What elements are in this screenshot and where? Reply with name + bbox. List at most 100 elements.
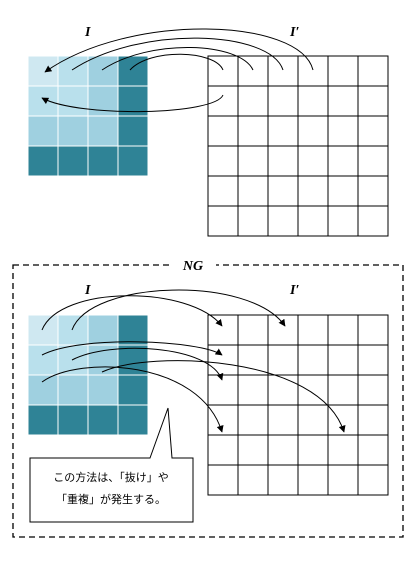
target-cell <box>207 85 239 117</box>
arrow-top-3 <box>101 47 254 71</box>
target-cell <box>207 205 239 237</box>
source-cell <box>27 314 59 346</box>
target-cell <box>237 404 269 436</box>
target-cell <box>327 85 359 117</box>
source-cell <box>27 344 59 376</box>
target-cell <box>357 404 389 436</box>
top-source-label: I <box>84 25 91 40</box>
target-cell <box>207 464 239 496</box>
target-cell <box>237 374 269 406</box>
target-cell <box>357 85 389 117</box>
target-cell <box>297 434 329 466</box>
target-cell <box>237 145 269 177</box>
source-cell <box>27 404 59 436</box>
top-diagram: I I′ <box>27 25 389 237</box>
source-cell <box>57 115 89 147</box>
target-cell <box>327 314 359 346</box>
bottom-source-label: I <box>84 283 91 298</box>
source-cell <box>87 374 119 406</box>
target-cell <box>327 434 359 466</box>
target-cell <box>237 344 269 376</box>
target-cell <box>267 115 299 147</box>
target-cell <box>297 314 329 346</box>
target-cell <box>327 175 359 207</box>
top-target-grid <box>207 55 389 237</box>
target-cell <box>207 344 239 376</box>
top-arrows <box>41 28 314 113</box>
target-cell <box>297 175 329 207</box>
target-cell <box>237 205 269 237</box>
target-cell <box>297 344 329 376</box>
target-cell <box>267 314 299 346</box>
arrow-top-2 <box>71 37 284 71</box>
target-cell <box>267 404 299 436</box>
source-cell <box>57 314 89 346</box>
arrow-bottom-6 <box>101 360 346 433</box>
source-cell <box>87 145 119 177</box>
target-cell <box>297 205 329 237</box>
target-cell <box>237 434 269 466</box>
target-cell <box>297 145 329 177</box>
target-cell <box>267 344 299 376</box>
source-cell <box>27 145 59 177</box>
target-cell <box>267 205 299 237</box>
source-cell <box>117 344 149 376</box>
source-cell <box>117 314 149 346</box>
target-cell <box>207 374 239 406</box>
target-cell <box>267 175 299 207</box>
arrow-top-1 <box>44 28 314 73</box>
target-cell <box>357 205 389 237</box>
source-cell <box>117 145 149 177</box>
top-source-grid <box>27 55 149 177</box>
arrow-bottom-3 <box>41 341 223 356</box>
target-cell <box>357 314 389 346</box>
source-cell <box>57 404 89 436</box>
ng-title-bg <box>170 254 216 274</box>
target-cell <box>357 344 389 376</box>
target-cell <box>357 145 389 177</box>
bottom-source-grid <box>27 314 149 436</box>
bottom-arrows <box>41 289 346 433</box>
target-cell <box>297 85 329 117</box>
target-cell <box>267 464 299 496</box>
top-target-label: I′ <box>289 25 299 40</box>
source-cell <box>57 85 89 117</box>
target-cell <box>207 175 239 207</box>
target-cell <box>297 55 329 87</box>
source-cell <box>117 404 149 436</box>
target-cell <box>207 115 239 147</box>
callout-line-1: この方法は、「抜け」や <box>53 470 169 484</box>
target-cell <box>327 145 359 177</box>
target-cell <box>297 404 329 436</box>
target-cell <box>207 145 239 177</box>
target-cell <box>327 115 359 147</box>
target-cell <box>267 374 299 406</box>
source-cell <box>57 374 89 406</box>
target-cell <box>237 85 269 117</box>
bottom-target-label: I′ <box>289 283 299 298</box>
source-cell <box>87 55 119 87</box>
target-cell <box>267 85 299 117</box>
target-cell <box>297 115 329 147</box>
source-cell <box>27 115 59 147</box>
callout-bubble: この方法は、「抜け」や 「重複」が発生する。 <box>29 407 194 523</box>
source-cell <box>57 145 89 177</box>
target-cell <box>237 115 269 147</box>
source-cell <box>27 55 59 87</box>
arrow-bottom-2 <box>71 289 286 331</box>
bottom-target-grid <box>207 314 389 496</box>
source-cell <box>27 85 59 117</box>
target-cell <box>327 374 359 406</box>
target-cell <box>237 55 269 87</box>
target-cell <box>357 115 389 147</box>
source-cell <box>87 314 119 346</box>
target-cell <box>207 404 239 436</box>
target-cell <box>237 314 269 346</box>
source-cell <box>117 115 149 147</box>
source-cell <box>117 374 149 406</box>
target-cell <box>357 374 389 406</box>
arrow-top-5 <box>41 94 224 113</box>
source-cell <box>57 55 89 87</box>
arrow-bottom-5 <box>41 366 224 433</box>
